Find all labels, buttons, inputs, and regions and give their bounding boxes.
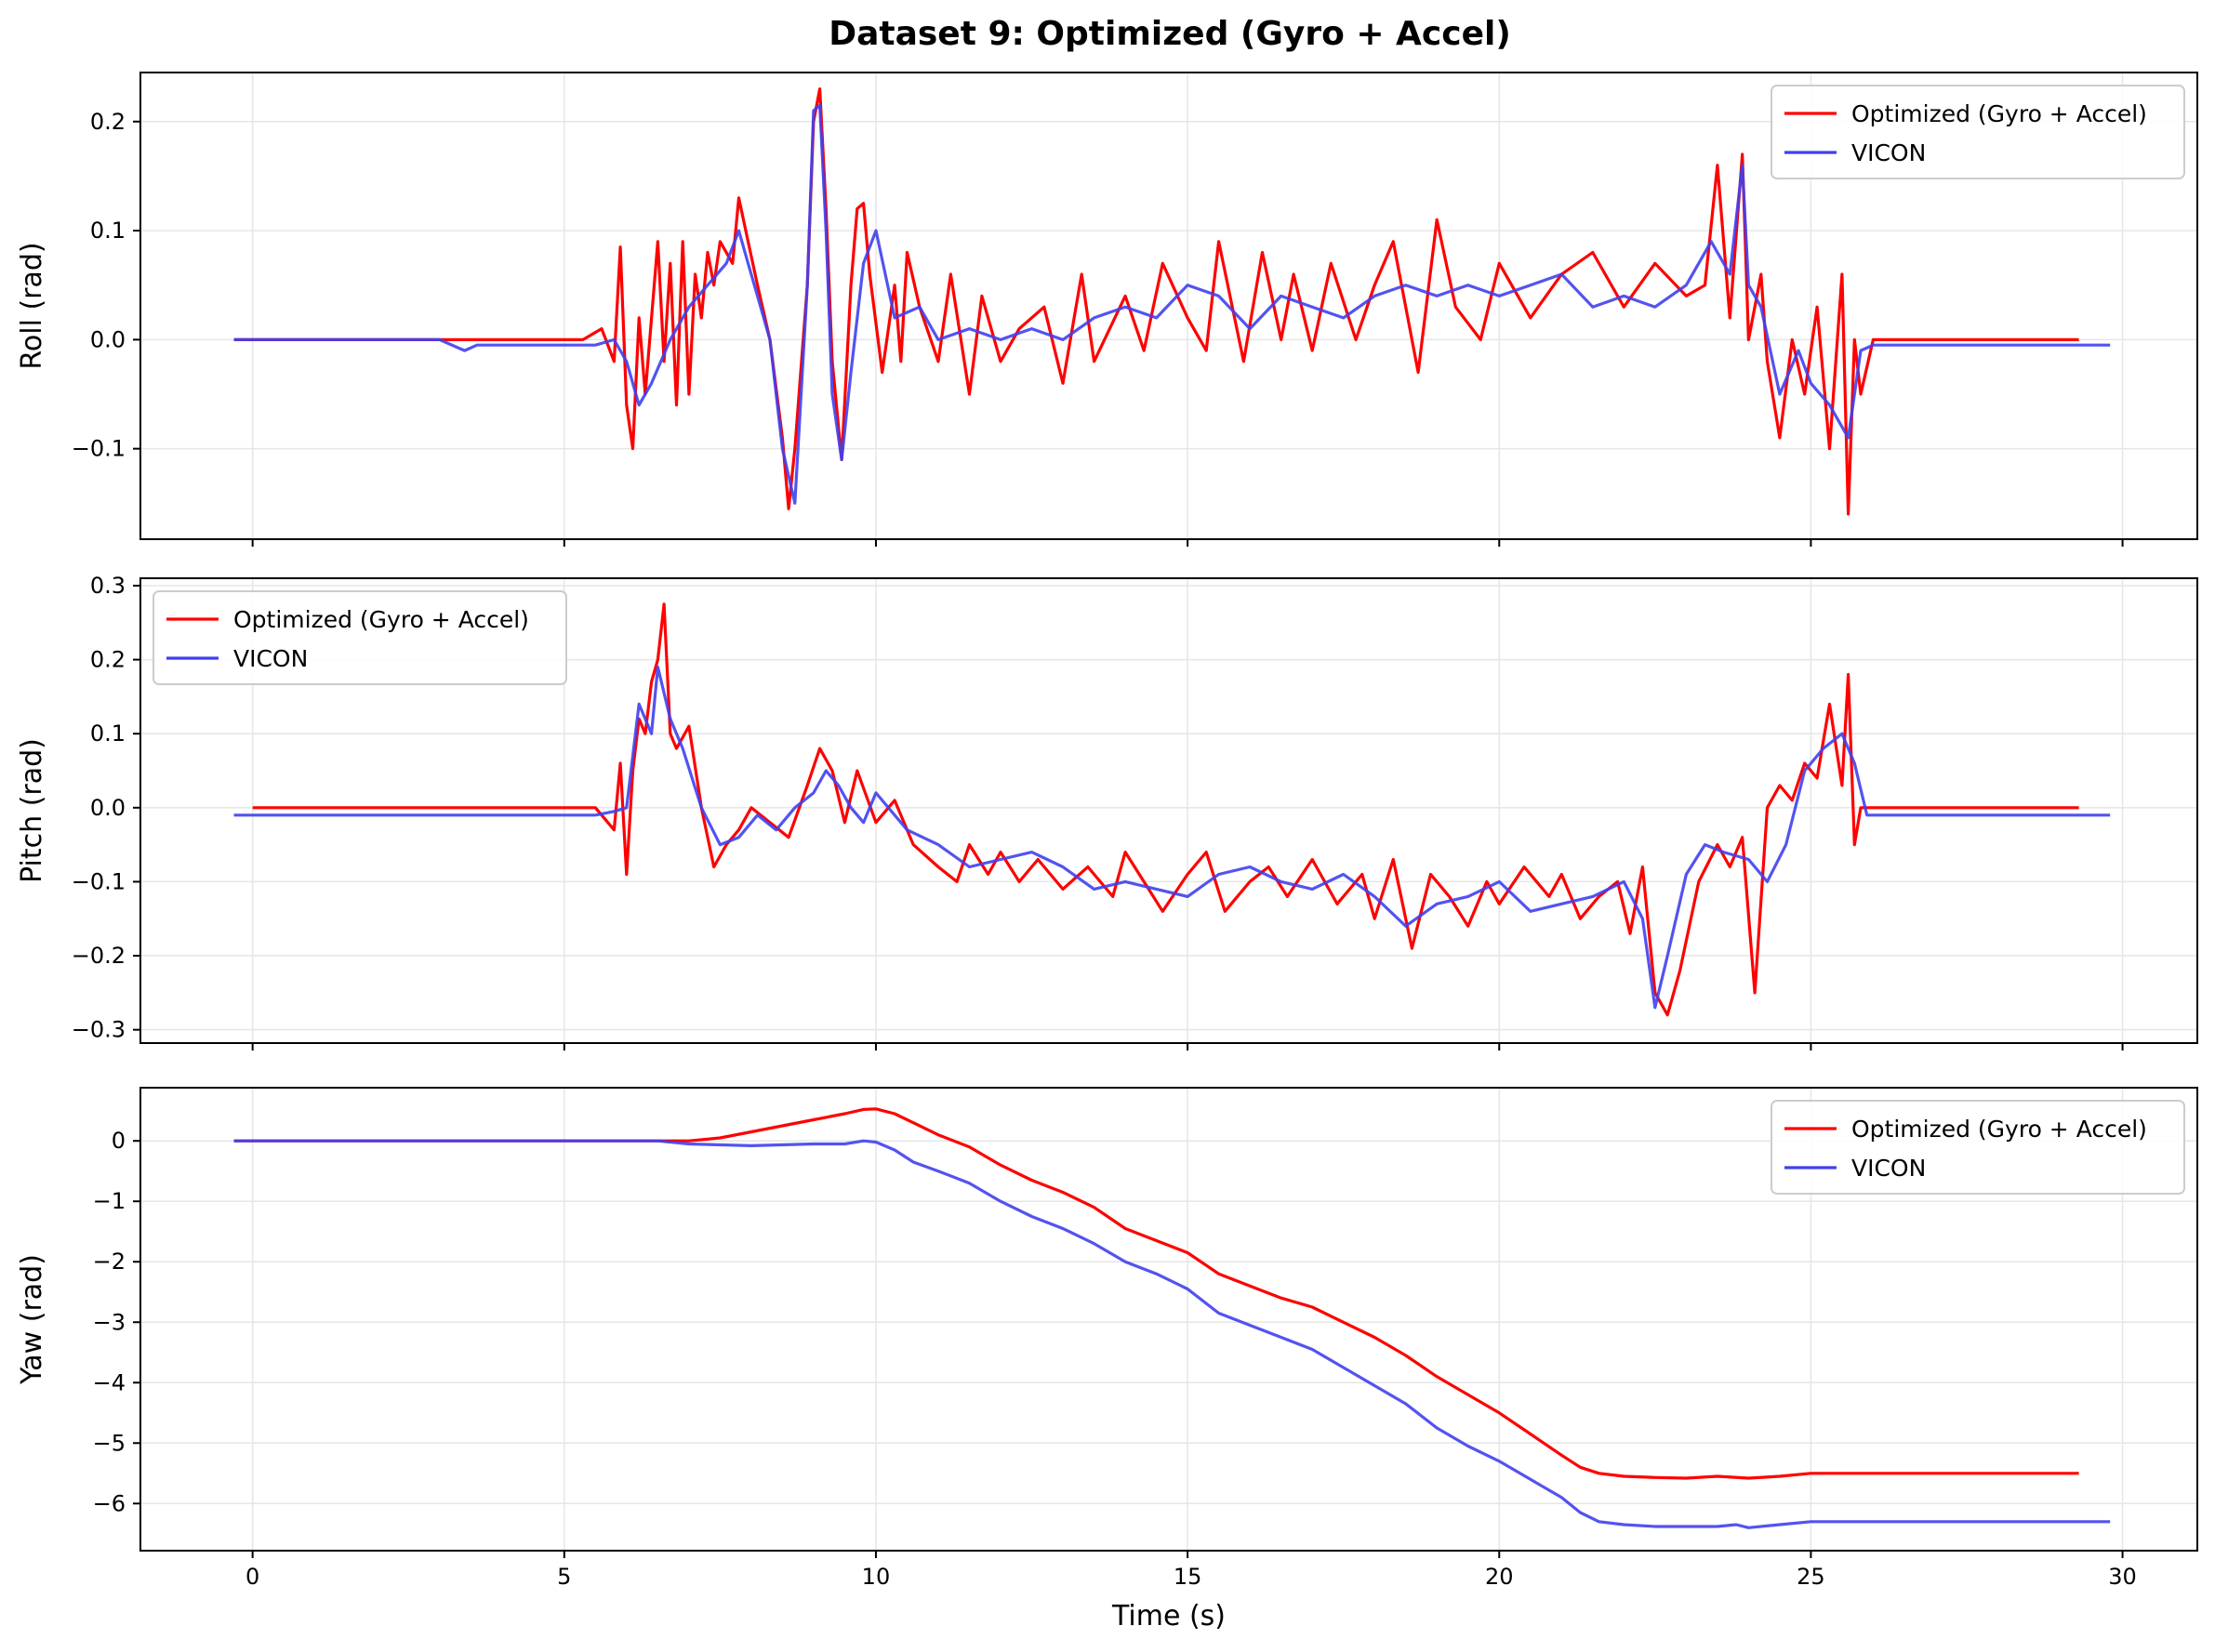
pitch-ytick-label-6: 0.3 — [90, 573, 126, 599]
pitch-series-optimized-line — [252, 602, 2079, 1017]
pitch-ytick-label-5: 0.2 — [90, 647, 126, 673]
pitch-legend: Optimized (Gyro + Accel) VICON — [153, 590, 567, 685]
yaw-ytick-label-2: −4 — [93, 1369, 126, 1395]
yaw-ytick-label-1: −5 — [93, 1430, 126, 1456]
yaw-legend: Optimized (Gyro + Accel) VICON — [1771, 1100, 2185, 1195]
roll-legend-label-0: Optimized (Gyro + Accel) — [1851, 100, 2147, 127]
pitch-ylabel: Pitch (rad) — [16, 738, 48, 883]
yaw-ytick-label-0: −6 — [93, 1490, 126, 1516]
pitch-legend-label-1: VICON — [233, 645, 308, 672]
pitch-axes-frame — [139, 577, 2198, 1044]
yaw-xtick-label-0: 0 — [245, 1564, 259, 1590]
pitch-legend-label-0: Optimized (Gyro + Accel) — [233, 606, 529, 633]
roll-ylabel: Roll (rad) — [16, 242, 48, 369]
yaw-series-vicon-line — [233, 1139, 2111, 1529]
pitch-series-vicon-line — [233, 665, 2111, 1010]
roll-legend-label-1: VICON — [1851, 139, 1926, 166]
pitch-ytick-label-1: −0.2 — [72, 943, 126, 969]
yaw-ytick-label-5: −1 — [93, 1188, 126, 1214]
pitch-ytick-label-2: −0.1 — [72, 868, 126, 894]
yaw-axes-frame — [139, 1087, 2198, 1552]
yaw-ytick-label-6: 0 — [112, 1128, 126, 1154]
roll-subplot: −0.1 0.0 0.1 0.2 Roll (rad) Optimized (Gyro +… — [16, 72, 2198, 547]
roll-legend-box — [1771, 85, 2185, 179]
yaw-xtick-label-1: 5 — [557, 1564, 571, 1590]
pitch-subplot: −0.3 −0.2 −0.1 0.0 0.1 0.2 0.3 Pitch (rad) Optim… — [16, 573, 2198, 1051]
yaw-legend-box — [1771, 1100, 2185, 1195]
yaw-legend-label-0: Optimized (Gyro + Accel) — [1851, 1116, 2147, 1143]
yaw-xtick-label-3: 15 — [1174, 1564, 1202, 1590]
yaw-xtick-label-2: 10 — [862, 1564, 891, 1590]
yaw-xtick-label-4: 20 — [1485, 1564, 1514, 1590]
pitch-ytick-label-0: −0.3 — [72, 1017, 126, 1043]
pitch-legend-box — [153, 590, 567, 685]
roll-ytick-label-1: 0.0 — [90, 326, 126, 352]
roll-legend: Optimized (Gyro + Accel) VICON — [1771, 85, 2185, 179]
roll-axes-frame — [139, 72, 2198, 540]
pitch-ytick-label-3: 0.0 — [90, 795, 126, 821]
yaw-subplot: 0 5 10 15 20 25 30 −6 −5 −4 −3 −2 −1 0 Yaw (rad) Time (… — [16, 1087, 2198, 1632]
yaw-ytick-label-3: −3 — [93, 1309, 126, 1335]
roll-series-vicon-line — [233, 103, 2111, 505]
yaw-xtick-label-6: 30 — [2108, 1564, 2137, 1590]
roll-ytick-label-2: 0.1 — [90, 218, 126, 244]
roll-ytick-label-3: 0.2 — [90, 109, 126, 135]
roll-ytick-label-0: −0.1 — [72, 436, 126, 462]
yaw-ytick-label-4: −2 — [93, 1249, 126, 1275]
yaw-xlabel: Time (s) — [1111, 1600, 1226, 1632]
yaw-legend-label-1: VICON — [1851, 1155, 1926, 1182]
figure-title: Dataset 9: Optimized (Gyro + Accel) — [829, 15, 1511, 53]
yaw-series-optimized-line — [233, 1107, 2079, 1480]
pitch-ytick-label-4: 0.1 — [90, 720, 126, 747]
yaw-xtick-label-5: 25 — [1797, 1564, 1825, 1590]
yaw-ylabel: Yaw (rad) — [16, 1254, 48, 1385]
